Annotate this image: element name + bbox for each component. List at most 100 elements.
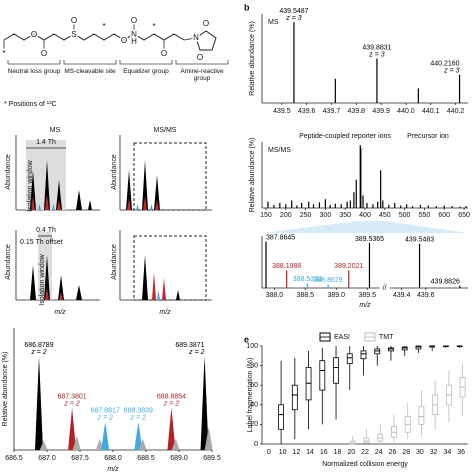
charge-label: z = 2 [188, 349, 204, 356]
atom: O [161, 49, 167, 58]
bond [183, 37, 197, 41]
x-tick-label: 18 [334, 449, 342, 456]
charge-label: z = 2 [97, 415, 113, 422]
x-tick-label: 30 [416, 449, 424, 456]
x-label: Normalized collision energy [322, 461, 408, 468]
box [418, 406, 425, 425]
y-label: Abundance [5, 154, 12, 190]
x-label: m/z [159, 309, 171, 316]
x-tick-label: 250 [300, 212, 312, 219]
peak [39, 440, 48, 450]
x-tick-label: 26 [389, 449, 397, 456]
positions-note: * Positions of ¹³C [4, 101, 57, 108]
group-brackets [7, 60, 229, 65]
x-tick-label: 28 [402, 449, 410, 456]
peak-label: 388.5333 [293, 276, 322, 283]
x-tick-label: 14 [306, 449, 314, 456]
y-tick-label: 60 [250, 382, 258, 389]
group-label: MS-cleavable site [64, 68, 116, 75]
atom: O [203, 19, 209, 28]
peak-label: 439.8826 [431, 279, 460, 286]
y-label: Relative abundance (%) [249, 21, 256, 96]
panel-c: 1.4 Th MS Isolation window Abundance MS/… [5, 127, 212, 316]
peak-label: 686.8789 [24, 342, 53, 349]
annotation: Peptide-coupled reporter ions [299, 133, 391, 140]
peak-shape [126, 160, 160, 210]
atom: H [131, 37, 137, 46]
peak-label: 440.2160 [430, 61, 459, 68]
atom: N [131, 30, 137, 39]
axis-break: // [383, 285, 387, 292]
x-tick-label: 16 [320, 449, 328, 456]
label: 1.4 Th [36, 139, 56, 146]
peak [35, 356, 44, 450]
label: Isolation window [39, 253, 46, 305]
structure [3, 24, 229, 65]
x-tick-label: 36 [457, 449, 465, 456]
atom: O [131, 16, 137, 25]
peak-label: 688.8854 [157, 394, 186, 401]
charge-label: z = 3 [285, 15, 301, 22]
charge-label: z = 3 [368, 51, 384, 58]
x-tick-label: 500 [399, 212, 411, 219]
panel-label: b [244, 2, 250, 12]
x-label: m/z [54, 309, 66, 316]
y-label: Abundance [111, 244, 118, 280]
plot-label: MS/MS [268, 147, 291, 154]
atom: * [152, 22, 155, 31]
label: MS/MS [154, 127, 177, 134]
peak-label: 439.5483 [405, 237, 434, 244]
x-tick-label: 389.5 [358, 292, 376, 299]
x-tick-label: 440.1 [422, 108, 440, 115]
peak-label: 389.2021 [334, 263, 363, 270]
peak-shape [30, 255, 82, 300]
peak-label: 387.8645 [266, 234, 295, 241]
label: 0.4 Th [36, 227, 56, 234]
peak [200, 356, 209, 450]
y-label: Abundance [111, 154, 118, 190]
dashed-box [133, 142, 207, 211]
y-tick-label: 100 [246, 343, 258, 350]
plot-label: MS [268, 19, 279, 26]
atom: O [41, 49, 47, 58]
peak-label: 439.5487 [279, 8, 308, 15]
peak [167, 407, 176, 450]
peak-shape [38, 204, 55, 210]
annotation: Precursor ion [407, 133, 449, 140]
x-tick-label: 400 [359, 212, 371, 219]
x-tick-label: 439.5 [273, 108, 291, 115]
peak-shape [45, 288, 63, 300]
atom: S [71, 30, 76, 39]
atom: O [31, 30, 37, 39]
x-tick-label: 687.0 [38, 455, 56, 462]
x-tick-label: 0 [267, 449, 271, 456]
x-tick-label: 300 [320, 212, 332, 219]
peak [138, 438, 147, 450]
peak [68, 407, 77, 450]
x-tick-label: 440.0 [397, 108, 415, 115]
zoom-band [262, 221, 468, 233]
x-tick-label: 22 [361, 449, 369, 456]
box [319, 360, 326, 391]
atom: O [121, 36, 127, 45]
peak-label: 439.8831 [362, 44, 391, 51]
x-tick-label: 388.0 [266, 292, 284, 299]
atom: O [71, 16, 77, 25]
peak-label: 388.8679 [313, 277, 342, 284]
peak [204, 426, 213, 450]
x-tick-label: 24 [375, 449, 383, 456]
y-label: Label fragmentation (%) [247, 358, 254, 433]
peak-shape [152, 272, 166, 300]
x-tick-label: 439.9 [372, 108, 390, 115]
x-tick-label: 439.6 [417, 292, 435, 299]
x-tick-label: 388.5 [297, 292, 315, 299]
x-tick-label: 689.0 [170, 455, 188, 462]
charge-label: z = 2 [163, 401, 179, 408]
atom: * [2, 49, 5, 58]
dashed-box [133, 235, 207, 301]
box [333, 357, 339, 384]
x-tick-label: 686.5 [5, 455, 23, 462]
x-tick-label: 688.0 [104, 455, 122, 462]
y-label: Relative abundance (%) [2, 352, 9, 427]
peak-label: 388.1988 [272, 263, 301, 270]
